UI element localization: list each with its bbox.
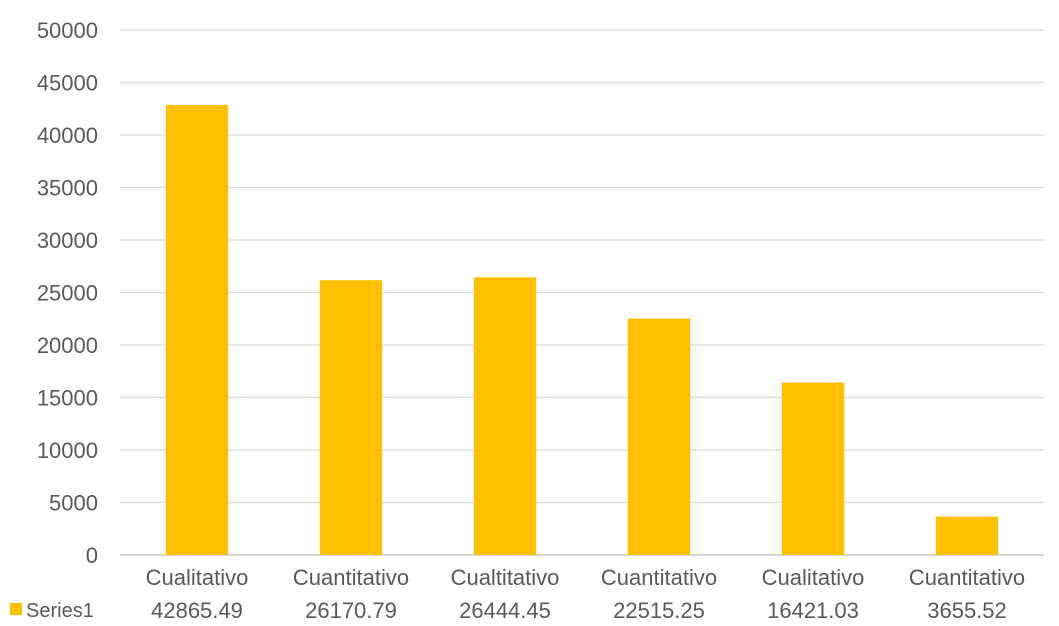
data-table-value: 42865.49 — [151, 598, 243, 621]
data-table-value: 16421.03 — [767, 598, 859, 621]
y-tick-label: 20000 — [37, 333, 98, 358]
y-tick-label: 10000 — [37, 438, 98, 463]
data-table-value: 26170.79 — [305, 598, 397, 621]
x-category-label: Cualitativo — [762, 565, 865, 590]
bar — [319, 280, 383, 555]
y-tick-label: 0 — [86, 543, 98, 568]
x-category-label: Cuantitativo — [909, 565, 1025, 590]
gridlines — [120, 29, 1044, 556]
bar — [627, 318, 691, 555]
legend-swatch-series1 — [10, 603, 22, 615]
y-tick-label: 50000 — [37, 18, 98, 43]
x-category-label: Cualitativo — [146, 565, 249, 590]
data-table-value: 3655.52 — [927, 598, 1007, 621]
y-tick-label: 5000 — [49, 491, 98, 516]
x-category-label: Cuantitativo — [293, 565, 409, 590]
x-category-label: Cualtitativo — [451, 565, 560, 590]
data-table: 42865.49 26170.79 26444.45 22515.25 16421.03… — [151, 598, 1007, 623]
x-axis-categories: Cualitativo Cuantitativo Cualtitativo Cuant… — [146, 565, 1025, 590]
bars — [165, 104, 999, 555]
y-tick-label: 30000 — [37, 228, 98, 253]
legend-label-series1: Series1 — [26, 600, 94, 621]
y-tick-label: 35000 — [37, 176, 98, 201]
y-tick-label: 40000 — [37, 123, 98, 148]
y-tick-label: 15000 — [37, 386, 98, 411]
legend: Series1 — [10, 600, 94, 622]
y-tick-label: 25000 — [37, 281, 98, 306]
bar — [473, 277, 537, 555]
data-table-value: 22515.25 — [613, 598, 705, 621]
bar — [935, 516, 999, 555]
bar — [165, 104, 229, 555]
x-category-label: Cuantitativo — [601, 565, 717, 590]
data-table-value: 26444.45 — [459, 598, 551, 621]
bar — [781, 382, 845, 555]
y-tick-label: 45000 — [37, 71, 98, 96]
y-axis-ticks: 0 5000 10000 15000 20000 25000 30000 35000 40000… — [37, 18, 98, 568]
